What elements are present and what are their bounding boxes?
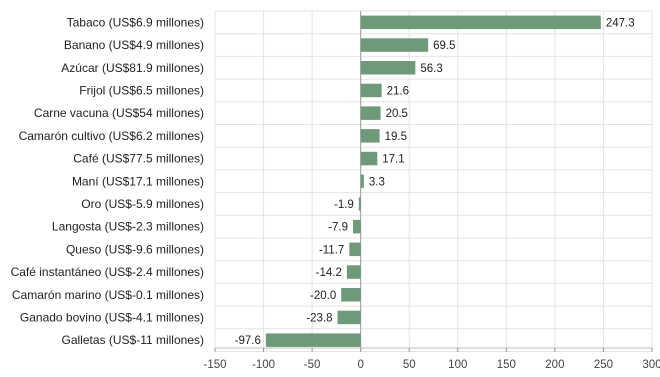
category-label: Tabaco (US$6.9 millones) — [67, 15, 204, 29]
grid-lines — [214, 10, 653, 352]
category-label: Camarón marino (US$-0.1 millones) — [12, 288, 204, 302]
x-tick-label: 300 — [642, 359, 660, 371]
value-label: 19.5 — [385, 131, 407, 143]
value-label: 56.3 — [420, 63, 442, 75]
bar — [360, 83, 382, 98]
bar — [346, 265, 361, 279]
x-axis: -150 -100 -50 0 50 100 150 200 250 300 — [203, 347, 660, 371]
value-label: -14.2 — [316, 267, 342, 279]
value-label: 69.5 — [433, 40, 455, 52]
x-tick-label: 0 — [357, 359, 363, 371]
bar — [341, 288, 361, 302]
category-label: Queso (US$-9.6 millones) — [66, 242, 204, 256]
value-label: -20.0 — [310, 290, 336, 302]
bar — [360, 38, 429, 52]
category-label: Oro (US$-5.9 millones) — [81, 197, 204, 211]
category-label: Frijol (US$6.5 millones) — [79, 83, 204, 97]
bar — [349, 242, 361, 257]
category-label: Camarón cultivo (US$6.2 millones) — [19, 129, 204, 143]
category-label: Banano (US$4.9 millones) — [64, 38, 204, 52]
bar — [360, 61, 416, 75]
category-label: Azúcar (US$81.9 millones) — [61, 61, 204, 75]
category-label: Langosta (US$-2.3 millones) — [52, 220, 204, 234]
value-labels: 247.3 69.5 56.3 21.6 20.5 19.5 17.1 3.3 -1.9 -7.9… — [235, 17, 635, 347]
category-labels: Tabaco (US$6.9 millones) Banano (US$4.9 m… — [11, 15, 204, 347]
x-tick-label: -50 — [304, 359, 321, 371]
x-tick-label: 50 — [403, 359, 416, 371]
bars — [265, 15, 601, 347]
value-label: 3.3 — [369, 176, 385, 188]
value-label: -1.9 — [334, 199, 354, 211]
value-label: 20.5 — [386, 108, 408, 120]
bar — [360, 174, 364, 188]
bar — [337, 310, 361, 325]
value-label: -7.9 — [328, 222, 348, 234]
x-tick-label: 100 — [448, 359, 467, 371]
value-label: -11.7 — [319, 244, 344, 256]
bar — [360, 106, 381, 120]
category-label: Carne vacuna (US$54 millones) — [34, 106, 204, 120]
value-label: -23.8 — [306, 312, 332, 324]
bar — [360, 15, 601, 30]
value-label: -97.6 — [235, 335, 261, 347]
value-label: 17.1 — [382, 154, 404, 166]
bar — [352, 219, 361, 234]
x-tick-label: -100 — [252, 359, 275, 371]
bar — [360, 129, 380, 143]
x-tick-label: -150 — [203, 359, 226, 371]
value-label: 21.6 — [387, 85, 409, 97]
x-tick-label: 200 — [545, 359, 564, 371]
bar — [360, 151, 378, 166]
category-label: Maní (US$17.1 millones) — [72, 174, 204, 188]
bar — [358, 197, 361, 211]
category-label: Café instantáneo (US$-2.4 millones) — [11, 265, 204, 279]
category-label: Ganado bovino (US$-4.1 millones) — [20, 310, 204, 324]
bar — [265, 333, 361, 347]
x-tick-label: 250 — [594, 359, 613, 371]
category-label: Café (US$77.5 millones) — [73, 152, 204, 166]
category-label: Galletas (US$-11 millones) — [62, 333, 205, 347]
value-label: 247.3 — [606, 17, 635, 29]
x-tick-label: 150 — [497, 359, 516, 371]
